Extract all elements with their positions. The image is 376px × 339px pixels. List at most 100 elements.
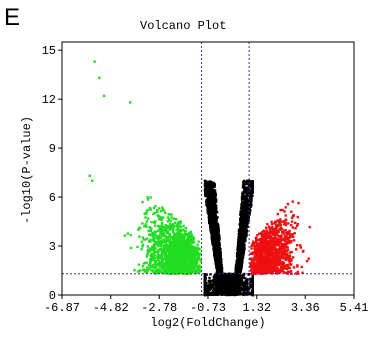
data-point-down	[123, 234, 126, 237]
data-point-ns	[250, 181, 254, 184]
data-point-up	[288, 255, 292, 258]
data-point-up	[290, 224, 293, 227]
data-point-ns	[238, 231, 241, 234]
data-point-down	[167, 269, 170, 272]
data-point-up	[283, 240, 286, 243]
data-point-down	[161, 239, 164, 242]
data-point-ns	[239, 227, 242, 230]
data-point-up	[280, 220, 284, 223]
data-point-ns	[211, 224, 214, 227]
data-point-ns	[208, 184, 211, 187]
data-point-down	[185, 260, 188, 264]
data-point-down	[169, 240, 172, 244]
data-point-ns	[238, 237, 241, 240]
data-point-up	[288, 266, 291, 270]
data-point-ns	[219, 260, 222, 263]
data-point-ns	[224, 279, 227, 282]
data-point-ns	[247, 287, 251, 291]
data-point-down	[170, 226, 173, 229]
data-point-ns	[243, 198, 247, 201]
data-point-ns	[229, 282, 233, 285]
data-point-down	[178, 238, 181, 241]
data-point-down	[165, 256, 168, 259]
data-point-ns	[205, 273, 208, 276]
data-point-ns	[250, 199, 253, 202]
data-point-ns	[243, 229, 246, 232]
data-point-down	[170, 236, 174, 239]
data-point-ns	[207, 213, 211, 216]
data-point-down	[160, 248, 164, 251]
data-point-down	[150, 265, 154, 269]
data-point-ns	[227, 292, 231, 296]
data-point-down	[176, 242, 180, 245]
data-point-down	[198, 255, 201, 258]
data-point-ns	[226, 278, 229, 282]
data-point-ns	[214, 194, 217, 197]
data-point-down	[192, 270, 195, 274]
data-point-ns	[210, 229, 214, 232]
data-point-down	[169, 243, 172, 246]
data-point-ns	[209, 293, 213, 296]
data-point-ns	[242, 205, 245, 208]
data-point-ns	[251, 284, 254, 287]
data-point-ns	[251, 185, 254, 188]
data-point-down	[179, 252, 182, 255]
data-point-ns	[240, 289, 244, 292]
data-point-ns	[246, 225, 249, 228]
data-point-ns	[209, 226, 212, 229]
data-point-down	[160, 270, 164, 274]
data-point-down	[171, 250, 174, 254]
data-point-down	[165, 232, 169, 235]
data-point-ns	[243, 215, 246, 218]
data-point-down	[199, 260, 202, 263]
data-point-ns	[215, 280, 219, 283]
data-point-ns	[210, 195, 213, 198]
data-point-down	[141, 222, 144, 225]
data-point-ns	[211, 241, 215, 244]
data-point-down	[180, 254, 183, 257]
data-point-down	[150, 227, 153, 230]
data-point-up	[284, 229, 287, 232]
data-point-ns	[247, 208, 250, 211]
data-point-ns	[241, 231, 245, 234]
data-point-ns	[238, 232, 242, 235]
data-point-ns	[244, 220, 247, 224]
data-point-down	[178, 267, 181, 270]
data-point-down	[179, 225, 182, 228]
data-point-down	[147, 263, 151, 267]
data-point-ns	[243, 232, 246, 235]
data-point-down	[198, 248, 201, 251]
data-point-down	[145, 210, 148, 213]
data-point-ns	[233, 285, 236, 288]
data-point-down	[185, 252, 188, 255]
data-point-ns	[207, 216, 211, 219]
data-point-down	[196, 254, 199, 258]
data-point-ns	[242, 216, 245, 220]
panel-label: E	[4, 4, 21, 31]
data-point-ns	[249, 201, 253, 204]
data-point-ns	[244, 277, 247, 280]
data-point-down	[188, 266, 191, 270]
data-point-down	[157, 249, 160, 252]
data-point-down	[177, 232, 180, 235]
data-point-down	[195, 261, 198, 265]
data-point-ns	[207, 194, 211, 197]
data-point-ns	[244, 237, 247, 240]
data-point-down	[163, 234, 166, 238]
data-point-down	[174, 239, 177, 242]
data-point-down	[177, 255, 180, 258]
data-point-ns	[248, 205, 252, 208]
data-point-down	[158, 254, 161, 258]
data-point-ns	[205, 189, 208, 192]
data-point-down	[145, 255, 149, 258]
data-point-down	[171, 229, 175, 232]
data-point-ns	[212, 196, 215, 199]
data-point-ns	[214, 258, 217, 261]
data-point-down	[187, 234, 190, 237]
data-point-down	[166, 230, 170, 233]
data-point-down	[138, 227, 142, 230]
data-point-ns	[212, 208, 215, 212]
data-point-ns	[238, 261, 242, 265]
data-point-ns	[243, 289, 246, 292]
data-point-ns	[251, 279, 254, 282]
